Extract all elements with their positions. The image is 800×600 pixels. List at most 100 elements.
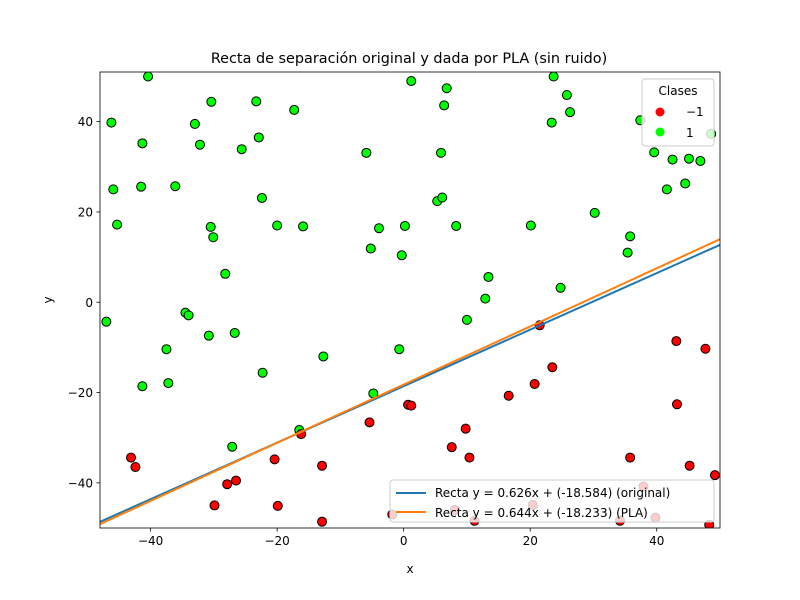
scatter-point-class-neg [222,479,233,490]
y-axis: −40 −20 0 20 40 [68,115,100,490]
scatter-point-class-pos [695,155,706,166]
scatter-point-class-pos [272,220,283,231]
scatter-point-class-pos [451,220,462,231]
scatter-point-class-neg [130,462,141,473]
scatter-point-class-pos [561,90,572,101]
scatter-point-class-neg [364,417,375,428]
scatter-point-class-pos [396,250,407,261]
scatter-point-class-neg [406,400,417,411]
x-tick-label: 20 [523,534,538,548]
scatter-point-class-pos [101,316,112,327]
scatter-point-class-pos [406,76,417,87]
x-tick-label: 40 [649,534,664,548]
scatter-point-class-pos [112,219,123,230]
scatter-point-class-pos [555,282,566,293]
legend-marker-class-pos [655,127,665,137]
scatter-point-class-pos [439,100,450,111]
scatter-point-class-pos [399,220,410,231]
legend-label-class-pos: 1 [686,126,694,140]
scatter-point-class-neg [529,378,540,389]
scatter-point-class-neg [700,343,711,354]
legend-marker-class-neg [655,107,665,117]
scatter-point-class-pos [548,72,559,82]
scatter-point-class-pos [661,184,672,195]
x-tick-label: −20 [264,534,289,548]
scatter-point-class-neg [671,336,682,347]
scatter-point-class-pos [183,310,194,321]
scatter-point-class-pos [143,72,154,82]
scatter-point-class-pos [461,314,472,325]
scatter-point-class-neg [446,442,457,453]
scatter-point-class-pos [220,268,231,279]
scatter-point-class-neg [464,452,475,463]
scatter-point-class-neg [709,470,720,481]
scatter-point-class-pos [525,220,536,231]
lines-legend-box [389,479,715,523]
y-tick-label: 20 [78,205,93,219]
scatter-point-class-pos [680,178,691,189]
y-tick-label: 0 [85,296,93,310]
plot-frame [99,71,721,529]
scatter-point-class-pos [684,153,694,164]
scatter-legend: Clases −1 1 [641,78,715,147]
scatter-point-class-pos [318,351,329,362]
scatter-legend-title: Clases [659,84,698,98]
scatter-point-class-pos [289,104,300,115]
scatter-point-class-pos [194,139,205,150]
lines-legend: Recta y = 0.626x + (-18.584) (original) … [389,479,715,523]
x-axis-label: x [406,562,413,576]
scatter-point-class-neg [317,516,328,527]
scatter-point-class-neg [269,454,280,465]
y-tick-label: −40 [68,476,93,490]
scatter-point-class-pos [251,96,262,107]
lines-layer [100,238,720,526]
y-tick-label: −20 [68,386,93,400]
scatter-point-class-pos [108,184,119,195]
scatter-point-class-neg [684,460,695,471]
scatter-point-class-pos [203,330,214,341]
y-axis-label: y [41,296,55,303]
separation-line-pla [100,238,720,526]
scatter-point-class-neg [625,452,636,463]
scatter-point-class-neg [231,475,242,486]
x-tick-label: −40 [138,534,163,548]
chart-title: Recta de separación original y dada por … [211,51,607,67]
scatter-point-class-pos [546,117,557,128]
scatter-point-class-pos [589,207,600,218]
scatter-point-class-neg [209,500,220,511]
scatter-point-class-pos [137,138,148,149]
scatter-point-class-neg [460,423,471,434]
scatter-point-class-pos [136,181,147,192]
scatter-point-class-pos [257,367,268,378]
scatter-point-class-pos [565,107,576,118]
scatter-point-class-pos [667,154,678,165]
y-tick-label: 40 [78,115,93,129]
scatter-point-class-pos [649,147,660,158]
scatter-point-class-pos [483,271,494,282]
scatter-point-class-pos [394,344,405,355]
scatter-point-class-pos [236,144,247,155]
scatter-point-class-pos [170,181,181,192]
legend-label-class-neg: −1 [686,105,704,119]
scatter-point-class-neg [126,452,136,463]
scatter-point-class-pos [106,117,117,128]
scatter-point-class-pos [436,147,446,158]
scatter-point-class-pos [208,232,219,243]
scatter-point-class-pos [365,243,376,254]
scatter-point-class-pos [161,344,172,355]
scatter-point-class-neg [547,362,558,373]
scatter-point-class-pos [622,247,633,258]
legend-label-pla: Recta y = 0.644x + (-18.233) (PLA) [435,506,648,520]
scatter-point-class-pos [253,132,264,143]
scatter-point-class-pos [480,293,491,304]
x-tick-label: 0 [400,534,408,548]
scatter-point-class-neg [503,390,514,401]
scatter-point-class-pos [137,381,148,392]
scatter-point-class-pos [227,441,238,452]
legend-label-original: Recta y = 0.626x + (-18.584) (original) [435,486,670,500]
scatter-point-class-pos [206,96,217,107]
scatter-point-class-pos [625,231,636,242]
scatter-point-class-pos [163,378,174,389]
scatter-point-class-pos [374,223,384,234]
